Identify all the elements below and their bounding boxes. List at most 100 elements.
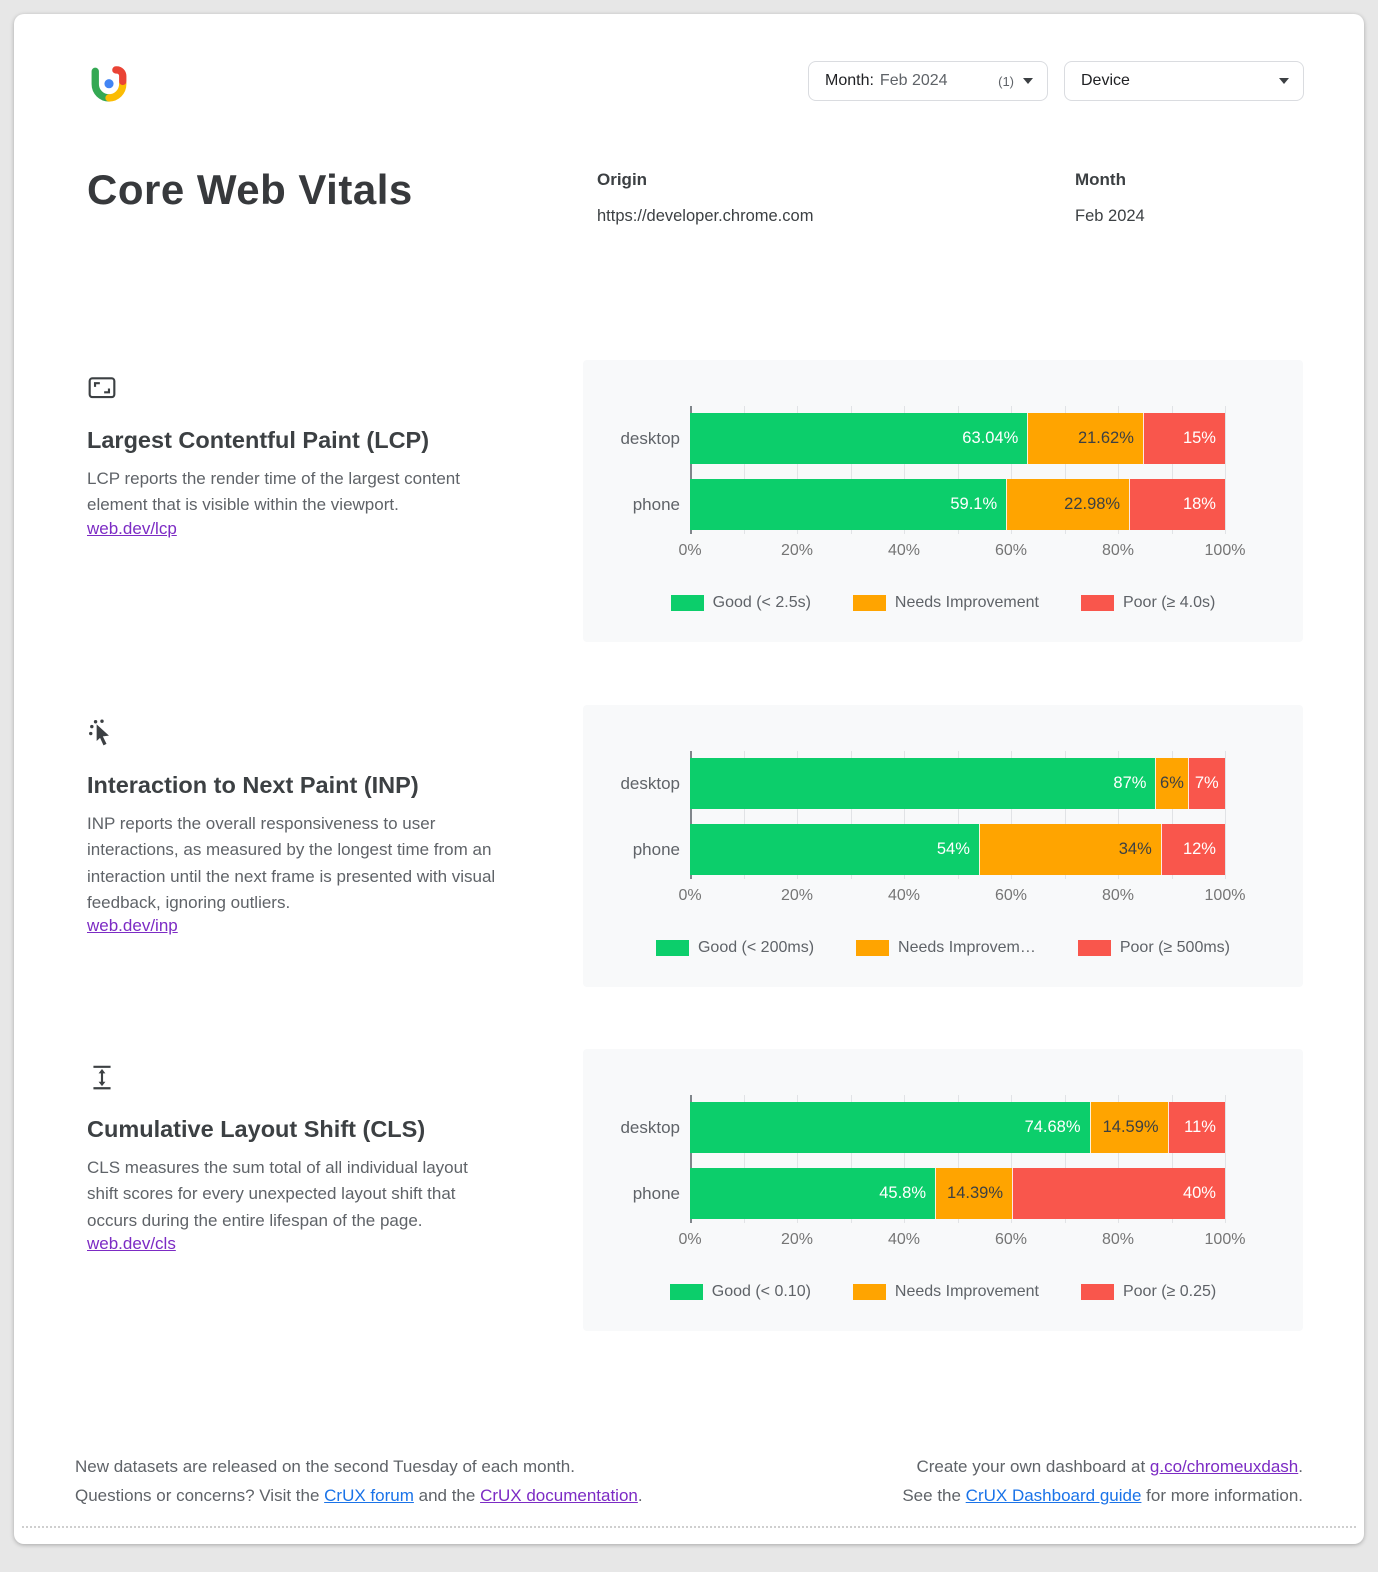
- metric-title: Cumulative Layout Shift (CLS): [87, 1116, 426, 1142]
- month-filter-dropdown[interactable]: Month: Feb 2024 (1): [808, 61, 1048, 101]
- axis-tick-label: 60%: [994, 887, 1028, 904]
- bar-value-label: 15%: [1182, 429, 1216, 447]
- footer-right: Create your own dashboard at g.co/chrome…: [902, 1452, 1303, 1510]
- axis-tick-label: 20%: [780, 1231, 814, 1248]
- gridline: [1011, 751, 1012, 879]
- bar-value-label: 34%: [1118, 840, 1152, 858]
- axis-tick-label: 100%: [1204, 542, 1246, 559]
- gridline: [743, 1095, 745, 1223]
- axis-tick-label: 100%: [1204, 1231, 1246, 1248]
- axis-tick-label: 0%: [678, 542, 702, 559]
- legend-item: Good (< 200ms): [655, 939, 814, 957]
- chart-legend: Good (< 0.10) Needs Improvement Poor (≥ 0.…: [583, 1283, 1303, 1301]
- gridline: [1064, 1095, 1066, 1223]
- cls-chart: desktop phone 74.68% 14.59% 11% 45.8% 14.39% 40…: [583, 1049, 1303, 1331]
- pointer-click-icon: [87, 718, 117, 748]
- month-filter-count: (1): [998, 73, 1014, 89]
- gridline: [1225, 1095, 1226, 1223]
- crux-logo: [87, 64, 131, 108]
- bar-value-label: 59.1%: [950, 495, 998, 513]
- axis-zero-line: [690, 1095, 692, 1223]
- lcp-link[interactable]: web.dev/lcp: [87, 518, 177, 538]
- category-label: desktop: [620, 1118, 680, 1137]
- axis-tick-label: 0%: [678, 887, 702, 904]
- legend-item: Needs Improvement: [852, 594, 1039, 612]
- bar-segment: 7%: [1187, 758, 1225, 809]
- gridline: [1118, 406, 1119, 534]
- bar-segment: 14.59%: [1089, 1102, 1168, 1153]
- chevron-down-icon: [1023, 78, 1033, 84]
- footer-text: .: [1298, 1457, 1303, 1476]
- gridline: [957, 751, 959, 879]
- bar-value-label: 6%: [1160, 774, 1184, 792]
- gridline: [1225, 406, 1226, 534]
- filter-bar: Month: Feb 2024 (1) Device: [808, 61, 1304, 101]
- axis-tick-label: 0%: [678, 1231, 702, 1248]
- bar-value-label: 54%: [936, 840, 970, 858]
- bar-value-label: 11%: [1184, 1118, 1216, 1136]
- plot-area: 63.04% 21.62% 15% 59.1% 22.98% 18%: [690, 406, 1226, 534]
- gridline: [1171, 406, 1173, 534]
- axis-tick-label: 80%: [1101, 542, 1135, 559]
- bar-row: 63.04% 21.62% 15%: [690, 413, 1225, 464]
- bar-segment: 14.39%: [935, 1168, 1012, 1219]
- lcp-chart-panel: desktop phone 63.04% 21.62% 15% 59.1% 22.98% 18…: [583, 360, 1303, 642]
- legend-swatch-icon: [1080, 1284, 1114, 1300]
- inp-link[interactable]: web.dev/inp: [87, 916, 178, 936]
- cls-link[interactable]: web.dev/cls: [87, 1234, 176, 1254]
- chromeuxdash-link[interactable]: g.co/chromeuxdash: [1149, 1457, 1299, 1476]
- footer-guide-line: See the CrUX Dashboard guide for more in…: [902, 1481, 1303, 1510]
- metric-description: INP reports the overall responsiveness t…: [87, 814, 496, 913]
- crux-documentation-link[interactable]: CrUX documentation: [480, 1486, 638, 1505]
- bar-value-label: 87%: [1113, 774, 1147, 792]
- inp-chart-panel: desktop phone 87% 6% 7% 54% 34% 12% 0% 20% 40% 60% 8…: [583, 705, 1303, 987]
- bar-value-label: 22.98%: [1064, 495, 1121, 513]
- month-value: Feb 2024: [1075, 207, 1145, 225]
- footer-dashboard-line: Create your own dashboard at g.co/chrome…: [902, 1452, 1303, 1481]
- page-title: Core Web Vitals: [87, 166, 413, 213]
- gridline: [1011, 1095, 1012, 1223]
- gridline: [743, 751, 745, 879]
- bar-value-label: 40%: [1182, 1184, 1216, 1202]
- inp-info: Interaction to Next Paint (INP) INP repo…: [87, 705, 517, 936]
- bar-row: 45.8% 14.39% 40%: [690, 1168, 1225, 1219]
- bar-segment: 63.04%: [690, 413, 1028, 464]
- bar-segment: 87%: [690, 758, 1156, 809]
- footer-release-note: New datasets are released on the second …: [75, 1457, 575, 1476]
- metric-description: LCP reports the render time of the large…: [87, 469, 460, 515]
- bar-value-label: 14.59%: [1102, 1118, 1159, 1136]
- legend-swatch-icon: [655, 940, 689, 956]
- cls-chart-panel: desktop phone 74.68% 14.59% 11% 45.8% 14.39% 40…: [583, 1049, 1303, 1331]
- crux-forum-link[interactable]: CrUX forum: [324, 1486, 414, 1505]
- gridline: [743, 406, 745, 534]
- gridline: [904, 1095, 905, 1223]
- legend-swatch-icon: [669, 1284, 703, 1300]
- bar-segment: 74.68%: [690, 1102, 1090, 1153]
- device-filter-dropdown[interactable]: Device: [1064, 61, 1304, 101]
- crux-dashboard-guide-link[interactable]: CrUX Dashboard guide: [965, 1486, 1142, 1505]
- axis-zero-line: [690, 406, 692, 534]
- gridline: [1064, 406, 1066, 534]
- month-label: Month: [1075, 170, 1126, 189]
- gridline: [1171, 1095, 1173, 1223]
- footer-text: Create your own dashboard at: [916, 1457, 1150, 1476]
- layout-shift-icon: [87, 1062, 117, 1092]
- origin-label: Origin: [597, 170, 648, 189]
- footer-text: Questions or concerns? Visit the: [75, 1486, 325, 1505]
- device-filter-label: Device: [1081, 72, 1130, 89]
- gridline: [797, 1095, 798, 1223]
- bar-row: 74.68% 14.59% 11%: [690, 1102, 1225, 1153]
- axis-tick-label: 20%: [780, 887, 814, 904]
- legend-swatch-icon: [852, 1284, 886, 1300]
- gridline: [850, 1095, 852, 1223]
- inp-section: Interaction to Next Paint (INP) INP repo…: [14, 705, 1364, 987]
- chevron-down-icon: [1279, 78, 1289, 84]
- gridline: [1225, 751, 1226, 879]
- metric-description: CLS measures the sum total of all indivi…: [87, 1158, 468, 1230]
- category-label: phone: [632, 840, 680, 859]
- gridline: [1171, 751, 1173, 879]
- bar-value-label: 74.68%: [1024, 1118, 1081, 1136]
- bar-row: 54% 34% 12%: [690, 824, 1225, 875]
- gridline: [957, 1095, 959, 1223]
- bar-segment: 11%: [1167, 1102, 1225, 1153]
